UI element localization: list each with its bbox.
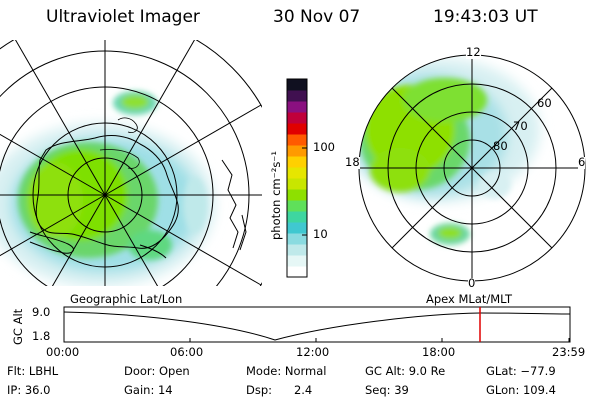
footer-ip: IP: 36.0 bbox=[7, 383, 51, 397]
footer-gain: Gain: 14 bbox=[124, 383, 173, 397]
geographic-image bbox=[0, 40, 262, 286]
colorbar-segment bbox=[287, 211, 307, 223]
colorbar-segment bbox=[287, 222, 307, 234]
colorbar-segment bbox=[287, 178, 307, 190]
colorbar-segment bbox=[287, 167, 307, 179]
colorbar-segment bbox=[287, 101, 307, 113]
colorbar-segment bbox=[287, 200, 307, 212]
geographic-title: Geographic Lat/Lon bbox=[70, 292, 183, 306]
colorbar-segment bbox=[287, 189, 307, 201]
colorbar-segment bbox=[287, 123, 307, 135]
time-tick-2: 12:00 bbox=[296, 345, 330, 359]
time-label: 19:43:03 UT bbox=[433, 7, 538, 27]
timeline-panel bbox=[63, 306, 571, 343]
instrument-title: Ultraviolet Imager bbox=[46, 7, 200, 27]
footer-filter: Flt: LBHL bbox=[7, 364, 59, 378]
lat-label-60: 60 bbox=[537, 96, 552, 110]
colorbar-unit-label: photon cm⁻²s⁻¹ bbox=[269, 151, 283, 240]
time-tick-0: 00:00 bbox=[46, 345, 80, 359]
colorbar-segment bbox=[287, 244, 307, 256]
lat-label-70: 70 bbox=[513, 119, 528, 133]
time-tick-4: 23:59 bbox=[552, 345, 586, 359]
colorbar-segment bbox=[287, 90, 307, 102]
gc-alt-bottom-value: 1.8 bbox=[32, 329, 51, 343]
time-tick-1: 06:00 bbox=[170, 345, 204, 359]
mlt-label-bottom: 0 bbox=[468, 276, 476, 290]
footer-mode: Mode: Normal bbox=[246, 364, 327, 378]
date-label: 30 Nov 07 bbox=[273, 7, 361, 27]
time-tick-3: 18:00 bbox=[422, 345, 456, 359]
colorbar-tick-10: 10 bbox=[313, 227, 328, 241]
color-scale-bar bbox=[287, 79, 307, 278]
mlt-label-top: 12 bbox=[466, 45, 481, 59]
footer-door: Door: Open bbox=[124, 364, 190, 378]
colorbar-tick-100: 100 bbox=[313, 140, 335, 154]
lat-label-80: 80 bbox=[493, 139, 508, 153]
colorbar-segment bbox=[287, 145, 307, 157]
colorbar-segment bbox=[287, 134, 307, 146]
mlt-label-right: 6 bbox=[578, 155, 586, 169]
colorbar-segment bbox=[287, 112, 307, 124]
footer-glon: GLon: 109.4 bbox=[486, 383, 556, 397]
gc-alt-axis-label: GC Alt bbox=[11, 308, 25, 345]
gc-alt-top-value: 9.0 bbox=[32, 305, 51, 319]
polar-grid bbox=[358, 54, 586, 282]
polar-image bbox=[359, 58, 540, 245]
colorbar-segment bbox=[287, 255, 307, 267]
colorbar-segment bbox=[287, 156, 307, 168]
footer-dsp: Dsp: 2.4 bbox=[246, 383, 313, 397]
mlt-label-left: 18 bbox=[345, 155, 360, 169]
footer-glat: GLat: −77.9 bbox=[486, 364, 556, 378]
colorbar-segment bbox=[287, 233, 307, 245]
colorbar-segment bbox=[287, 266, 307, 278]
footer-gc-alt: GC Alt: 9.0 Re bbox=[365, 364, 446, 378]
footer-seq: Seq: 39 bbox=[365, 383, 409, 397]
apex-title: Apex MLat/MLT bbox=[426, 292, 513, 306]
colorbar-segment bbox=[287, 79, 307, 91]
